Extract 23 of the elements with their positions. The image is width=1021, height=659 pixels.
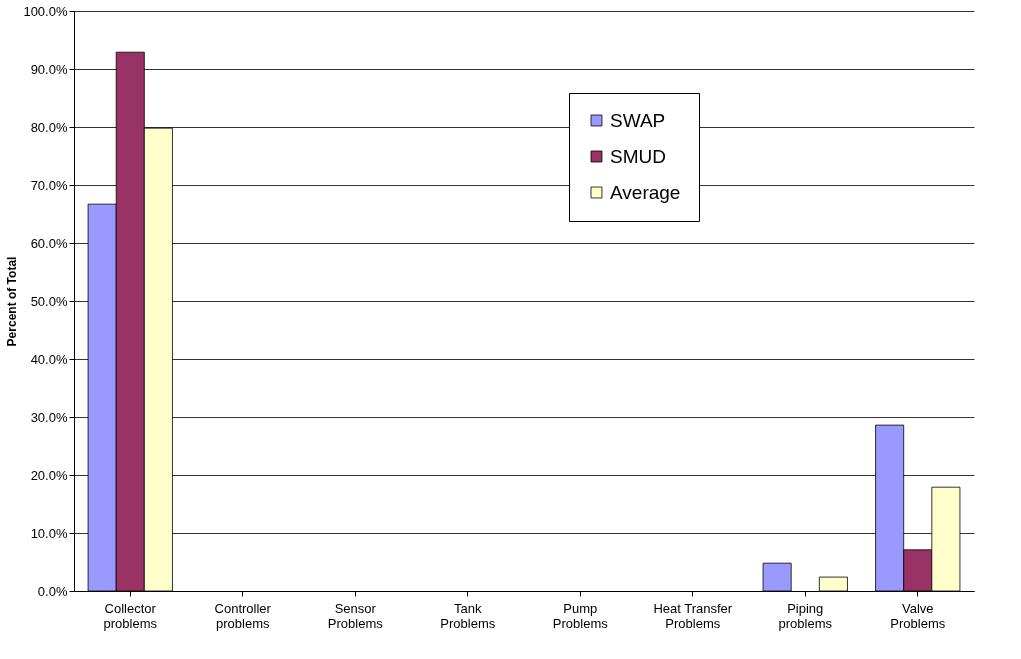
legend-label: SMUD — [610, 145, 666, 167]
x-tick-label: Pump Problems — [552, 600, 609, 631]
y-tick-label: 10.0% — [30, 525, 68, 541]
x-tick-label: Piping problems — [778, 600, 833, 631]
y-tick-label: 60.0% — [30, 235, 68, 251]
y-tick-label: 40.0% — [30, 351, 68, 367]
y-tick-label: 100.0% — [23, 3, 68, 19]
legend-label: Average — [610, 181, 681, 203]
y-axis-title: Percent of Total — [5, 256, 20, 347]
y-tick-label: 80.0% — [30, 119, 68, 135]
y-tick-label: 20.0% — [30, 467, 68, 483]
x-tick-label: Controller problems — [214, 600, 272, 631]
y-tick-label: 50.0% — [30, 293, 68, 309]
x-tick-label: Collector problems — [103, 600, 158, 631]
y-tick-label: 90.0% — [30, 61, 68, 77]
x-tick-label: Valve Problems — [890, 600, 946, 631]
x-tick-label: Tank Problems — [440, 600, 496, 631]
legend-label: SWAP — [610, 109, 666, 131]
y-tick-label: 30.0% — [30, 409, 68, 425]
y-tick-label: 0.0% — [37, 583, 68, 599]
x-tick-label: Heat Transfer Problems — [653, 600, 733, 631]
x-tick-label: Sensor Problems — [327, 600, 384, 631]
y-tick-label: 70.0% — [30, 177, 68, 193]
